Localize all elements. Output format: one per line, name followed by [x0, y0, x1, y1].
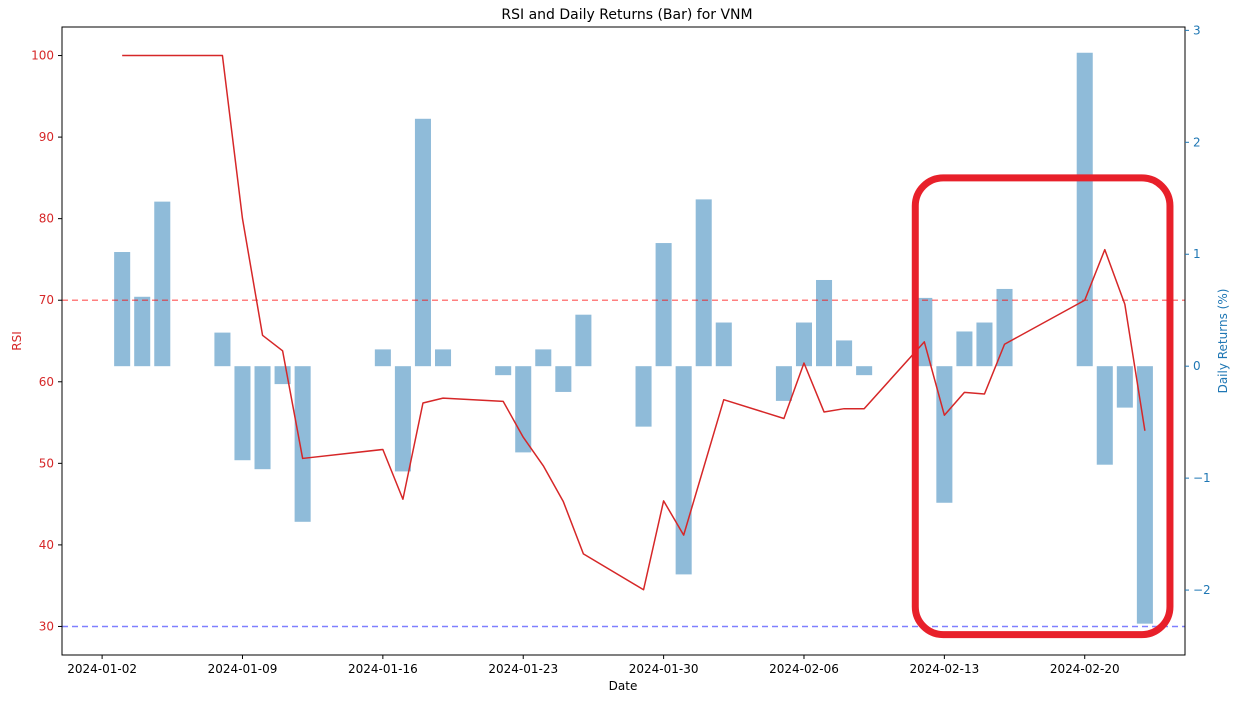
y-right-tick-label: −1: [1193, 471, 1211, 485]
y-left-tick-label: 30: [39, 619, 54, 633]
ticks-layer: 30 40 50 60 70 80 90 100 −2 −1 0 1 2 3 2024-01-02 2024-…: [31, 23, 1211, 676]
return-bar: [675, 366, 692, 575]
return-bar: [575, 314, 592, 367]
return-bar: [715, 322, 732, 367]
return-bar: [775, 366, 792, 401]
y-left-tick-label: 60: [39, 375, 54, 389]
return-bar: [294, 366, 311, 522]
bars-layer: [114, 52, 1153, 624]
return-bar: [816, 279, 833, 367]
x-tick-label: 2024-01-23: [488, 662, 558, 676]
return-bar: [635, 366, 652, 427]
x-tick-label: 2024-02-20: [1050, 662, 1120, 676]
y-right-tick-label: 3: [1193, 23, 1201, 37]
y-left-tick-label: 100: [31, 49, 54, 63]
x-tick-label: 2024-02-06: [769, 662, 839, 676]
x-tick-label: 2024-01-09: [208, 662, 278, 676]
return-bar: [1116, 366, 1133, 408]
return-bar: [495, 366, 512, 376]
return-bar: [795, 322, 812, 367]
y-right-tick-label: 2: [1193, 135, 1201, 149]
rsi-line-layer: [122, 54, 1146, 591]
return-bar: [535, 349, 552, 367]
y-right-tick-label: 1: [1193, 247, 1201, 261]
return-bar: [956, 331, 973, 367]
return-bar: [555, 366, 572, 392]
return-bar: [254, 366, 271, 470]
y-right-tick-label: −2: [1193, 583, 1211, 597]
return-bar: [1136, 366, 1153, 624]
y-axis-right-label: Daily Returns (%): [1216, 289, 1230, 394]
return-bar: [836, 340, 853, 367]
highlight-box: [911, 174, 1174, 639]
return-bar: [515, 366, 532, 453]
return-bar: [996, 288, 1013, 367]
y-right-tick-label: 0: [1193, 359, 1201, 373]
return-bar: [394, 366, 411, 472]
rsi-line: [122, 54, 1146, 591]
return-bar: [1096, 366, 1113, 465]
return-bar: [916, 297, 933, 367]
x-tick-label: 2024-01-16: [348, 662, 418, 676]
return-bar: [695, 199, 712, 367]
return-bar: [234, 366, 251, 461]
x-tick-label: 2024-01-02: [67, 662, 137, 676]
x-tick-label: 2024-02-13: [909, 662, 979, 676]
return-bar: [134, 296, 151, 367]
y-left-tick-label: 50: [39, 456, 54, 470]
x-axis-label: Date: [609, 679, 638, 693]
y-left-tick-label: 70: [39, 293, 54, 307]
y-left-tick-label: 90: [39, 130, 54, 144]
y-axis-left-label: RSI: [10, 331, 24, 351]
return-bar: [414, 118, 431, 367]
return-bar: [114, 252, 131, 367]
return-bar: [374, 349, 391, 367]
y-left-tick-label: 40: [39, 538, 54, 552]
return-bar: [1076, 52, 1093, 367]
return-bar: [435, 349, 452, 367]
x-tick-label: 2024-01-30: [629, 662, 699, 676]
return-bar: [214, 332, 231, 367]
return-bar: [856, 366, 873, 376]
chart-title: RSI and Daily Returns (Bar) for VNM: [501, 7, 752, 23]
return-bar: [936, 366, 953, 503]
highlight-layer: [911, 174, 1174, 639]
reference-lines-layer: [62, 299, 1185, 628]
return-bar: [655, 243, 672, 367]
axes-frame: [61, 26, 1186, 656]
return-bar: [976, 322, 993, 367]
return-bar: [154, 201, 171, 367]
y-left-tick-label: 80: [39, 212, 54, 226]
plot-frame: [61, 26, 1186, 656]
